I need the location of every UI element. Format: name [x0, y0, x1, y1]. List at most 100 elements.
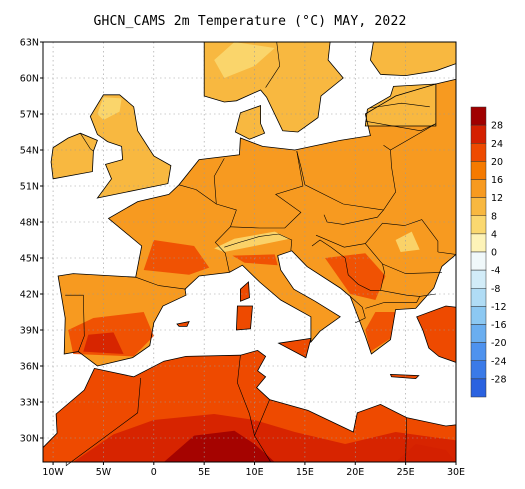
denmark-coastline: [234, 105, 266, 140]
national-border-15: [311, 239, 346, 259]
egypt-very-hot: [395, 444, 456, 462]
ireland: [51, 133, 98, 179]
national-border-1: [65, 294, 85, 352]
colorbar-swatch: [470, 215, 487, 235]
national-border-2: [178, 184, 237, 273]
sardinia: [236, 306, 253, 330]
national-border-14: [365, 296, 420, 309]
national-border-20: [80, 133, 94, 152]
colorbar-swatch: [470, 306, 487, 325]
national-border-21: [65, 377, 141, 467]
greece-hot: [365, 312, 396, 352]
colorbar-swatch: [470, 378, 487, 398]
corsica-coastline: [239, 281, 250, 302]
colorbar-label: -4: [491, 266, 500, 277]
longitude-tick-label: 5E: [198, 467, 210, 478]
sardinia-coastline: [235, 305, 253, 331]
latitude-tick-label: 36N: [20, 362, 39, 373]
colorbar-swatch: [470, 360, 487, 380]
anatolia: [416, 306, 456, 363]
colorbar-label: 24: [491, 139, 503, 150]
sicily-coastline: [277, 337, 312, 359]
latitude-tick-label: 51N: [20, 182, 39, 193]
colorbar-label: 0: [491, 248, 497, 259]
national-border-0: [135, 276, 187, 290]
colorbar-swatch: [470, 288, 487, 307]
colorbar-swatch: [470, 197, 487, 216]
mallorca-coastline: [176, 321, 190, 327]
national-border-16: [390, 123, 437, 151]
longitude-tick-label: 5W: [96, 467, 112, 478]
colorbar-label: -28: [491, 374, 507, 385]
latitude-tick-label: 39N: [20, 326, 39, 337]
colorbar-swatch: [470, 179, 487, 198]
colorbar-swatch: [470, 233, 487, 253]
longitude-labels: 10W 5W 0 5E 10E 15E 20E 25E 30E: [42, 462, 465, 478]
latitude-labels: 63N 60N 57N 54N 51N 48N 45N 42N 39N 36N 33N 30N: [20, 38, 43, 445]
colorbar-label: -24: [491, 356, 507, 367]
crete-coastline: [389, 373, 420, 380]
colorbar-label: -16: [491, 320, 507, 331]
colorbar-swatch: [470, 324, 487, 343]
latitude-tick-label: 48N: [20, 218, 39, 229]
colorbar-swatch: [470, 251, 487, 271]
colorbar-label: 12: [491, 193, 503, 204]
colorbar-swatch: [470, 106, 487, 126]
iberia-south-very-hot: [83, 332, 124, 354]
national-border-12: [344, 257, 381, 291]
denmark: [235, 105, 265, 140]
latitude-tick-label: 45N: [20, 254, 39, 265]
national-border-25: [437, 251, 457, 255]
baltic-states-coastline: [364, 83, 437, 127]
latitude-tick-label: 54N: [20, 146, 39, 157]
colorbar-label: -12: [491, 302, 507, 313]
national-border-3: [230, 151, 304, 229]
longitude-tick-label: 10E: [245, 467, 263, 478]
anatolia-coastline: [416, 305, 457, 363]
longitude-tick-label: 10W: [42, 467, 64, 478]
great-britain: [90, 94, 171, 198]
national-border-11: [382, 219, 439, 252]
national-border-8: [315, 223, 383, 248]
colorbar-swatch: [470, 143, 487, 162]
latitude-tick-label: 30N: [20, 434, 39, 445]
colorbar-swatch: [470, 161, 487, 180]
sahara-extreme: [163, 430, 275, 462]
longitude-tick-label: 0: [151, 467, 157, 478]
colorbar-legend: 28 24 20 16 12 8 4 0 -4 -8 -12 -16 -20 -24 -28: [470, 106, 507, 398]
national-border-17: [365, 120, 437, 132]
colorbar-swatch: [470, 124, 487, 144]
mallorca: [177, 321, 190, 327]
latitude-tick-label: 60N: [20, 74, 39, 85]
national-border-18: [369, 102, 430, 109]
latitude-tick-label: 57N: [20, 110, 39, 121]
longitude-tick-label: 30E: [447, 467, 465, 478]
corsica: [240, 282, 250, 302]
colorbar-label: 4: [491, 229, 497, 240]
alps-cool: [214, 231, 290, 252]
coastlines-and-borders: [42, 41, 457, 467]
carpathians-cool: [395, 231, 420, 252]
norway-mild: [214, 42, 275, 78]
colorbar-label: -8: [491, 284, 500, 295]
finland: [370, 42, 456, 76]
longitude-tick-label: 20E: [346, 467, 364, 478]
latitude-tick-label: 42N: [20, 290, 39, 301]
national-border-23: [254, 399, 270, 436]
colorbar-swatch: [470, 269, 487, 289]
colorbar-label: 28: [491, 121, 503, 132]
sicily: [278, 338, 311, 358]
longitude-tick-label: 25E: [397, 467, 415, 478]
map-border: [42, 41, 457, 463]
national-border-13: [350, 296, 366, 324]
colorbar-label: -20: [491, 338, 507, 349]
colorbar-label: 8: [491, 211, 497, 222]
national-border-22: [237, 355, 271, 463]
great-britain-coastline: [89, 94, 172, 199]
national-border-10: [382, 263, 442, 274]
longitude-tick-label: 15E: [296, 467, 314, 478]
france-south-hot: [143, 240, 210, 275]
latitude-tick-label: 63N: [20, 38, 39, 49]
scandinavia-coastline: [203, 41, 344, 133]
